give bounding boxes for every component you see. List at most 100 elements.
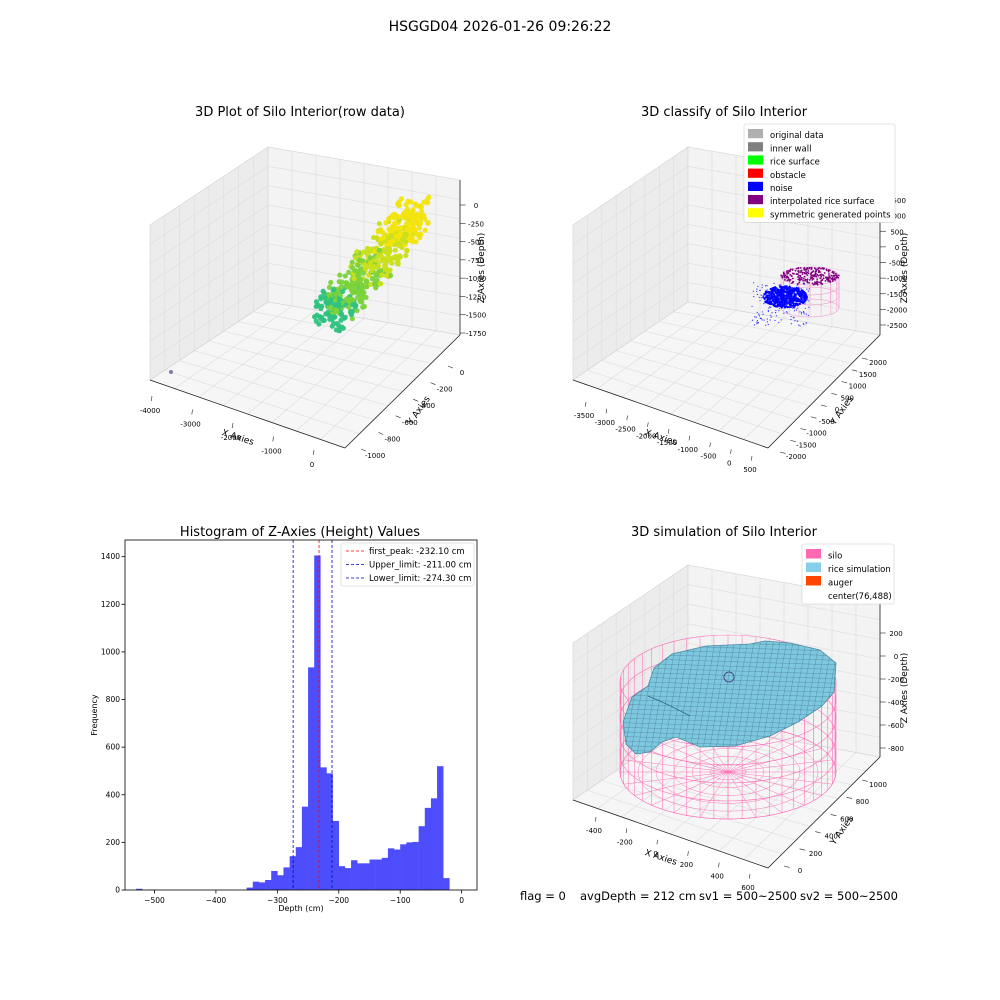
classify-y-tick-mark [861,357,868,360]
legend-swatch [748,129,763,139]
classify-noise-point [785,292,788,294]
raw-point [378,281,384,287]
classify-y-tick-mark [820,404,827,407]
classify-noise-point [786,301,788,303]
raw-point [389,260,395,266]
classify-interpolated-point [784,274,787,277]
raw-point [355,294,361,301]
silo-floor-spoke [727,748,822,773]
simulation-x-tick-mark [625,828,628,833]
simulation-y-tick-label: 600 [840,815,853,823]
raw-y-tick-mark [447,365,454,369]
classify-noise-point [803,294,805,296]
classify-z-tick-label: 0 [895,244,899,252]
raw-title: 3D Plot of Silo Interior(row data) [195,105,405,120]
silo-floor-spoke [727,771,833,785]
simulation-z-label: Z Axies (Depth) [900,653,910,724]
legend-label: symmetric generated points [770,210,891,220]
classify-interpolated-point [821,279,824,281]
raw-y-tick-label: -600 [402,419,418,427]
hist-legend-label: first_peak: -232.10 cm [369,547,465,557]
classify-x-tick-label: -1000 [678,446,698,454]
classify-noise-point [757,322,759,324]
classify-noise-point [792,304,795,307]
raw-point [361,249,367,255]
classify-noise-point [753,282,755,284]
raw-point [357,281,363,287]
hist-y-tick-label: 200 [106,838,121,847]
raw-point [375,254,381,260]
grid-line [149,262,461,342]
rice-mesh-line [699,641,724,754]
raw-point [336,300,342,306]
raw-point [376,221,383,227]
classify-interpolated-point [791,268,794,271]
classify-noise-point [786,311,788,313]
hist-bar [326,773,333,890]
raw-point [397,230,403,237]
hist-x-tick-label: −300 [267,896,288,905]
raw-point [320,317,326,323]
grid-line [271,322,389,423]
classify-interpolated-point [804,278,807,281]
classify-z-tick-label: -2500 [887,322,907,330]
classify-interpolated-point [810,266,813,269]
raw-point [414,211,420,218]
classify-interpolated-point [835,276,838,279]
classify-x-tick-label: -3000 [595,419,615,427]
y-axis-line [767,334,881,449]
grid-line [719,326,833,432]
legend-label: rice surface [770,158,820,168]
classify-y-tick-label: 0 [835,406,839,414]
raw-x-tick-mark [151,395,153,401]
center-marker [723,671,735,683]
hist-x-tick-label: −400 [206,896,227,905]
classify-x-tick-label: -2000 [636,432,656,440]
classify-noise-point [776,287,778,289]
legend-label: rice simulation [828,565,891,575]
hist-bar [277,875,284,890]
raw-x-tick-label: 0 [310,461,314,469]
classify-noise-point [788,299,791,302]
simulation-z-tick-label: -400 [888,699,904,707]
silo-floor-spoke [673,771,729,813]
legend-label: silo [828,552,842,562]
classify-noise-point [792,292,795,294]
classify-interpolated-point [814,268,817,271]
classify-points [751,266,840,327]
classify-x-tick-mark [626,415,628,421]
classify-y-tick-mark [831,392,837,395]
raw-point [412,201,418,207]
raw-y-ticks: 0 -200-400 -600-800 -1000 [360,365,464,460]
classify-interpolated-point [797,267,800,270]
classify-noise-point [796,305,799,307]
classify-noise-point [800,313,803,315]
classify-interpolated-point [832,272,835,275]
silo-floor-spoke [623,771,729,785]
hist-bar [443,878,450,890]
simulation-x-ticks: -400 -200 0 200 400 600 [586,816,755,892]
classify-noise-point [751,305,753,308]
classify-noise-point [771,312,773,314]
grid-line [572,243,881,323]
classify-noise-point [800,296,803,300]
raw-point [399,237,405,243]
classify-noise-point [806,288,808,290]
classify-interpolated-point [788,278,790,281]
raw-point [367,260,374,266]
classify-noise-point [775,295,778,299]
raw-point [312,314,318,320]
classify-interpolated-point [786,270,788,273]
classify-y-tick-label: -1500 [796,441,816,449]
classify-noise-point [805,297,808,300]
raw-point [383,272,390,279]
classify-noise-point [797,291,800,294]
classify-noise-point [778,284,780,286]
grid-line [572,262,881,342]
classify-noise-point [756,321,758,323]
classify-noise-point [799,311,801,313]
raw-point [328,279,334,286]
raw-point [348,311,355,318]
raw-point [336,288,342,295]
